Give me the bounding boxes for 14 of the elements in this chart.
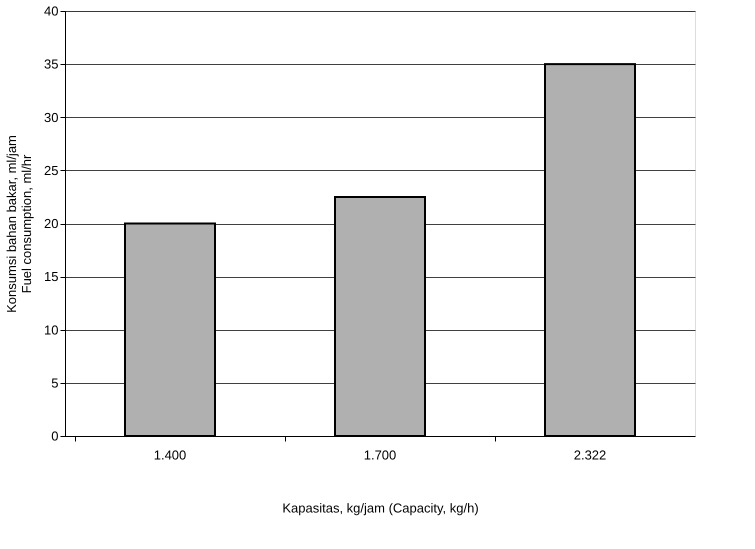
y-tick-label: 5	[51, 375, 58, 390]
y-tick-label: 0	[51, 428, 58, 444]
y-tick-label: 40	[44, 4, 58, 18]
x-tick-label: 1.700	[364, 448, 396, 462]
x-axis-title: Kapasitas, kg/jam (Capacity, kg/h)	[282, 500, 479, 516]
y-tick-label: 15	[44, 269, 58, 284]
x-tick-label: 2.322	[574, 448, 606, 462]
y-tick-label: 10	[44, 322, 58, 338]
x-tick-label: 1.400	[154, 448, 186, 462]
y-tick-label: 30	[44, 110, 58, 125]
y-tick-label: 25	[44, 162, 58, 178]
y-axis-title: Konsumsi bahan bakar, ml/jam Fuel consumption, ml/hr	[4, 135, 34, 313]
y-tick-label: 35	[44, 56, 58, 72]
y-tick-label: 20	[44, 216, 58, 231]
